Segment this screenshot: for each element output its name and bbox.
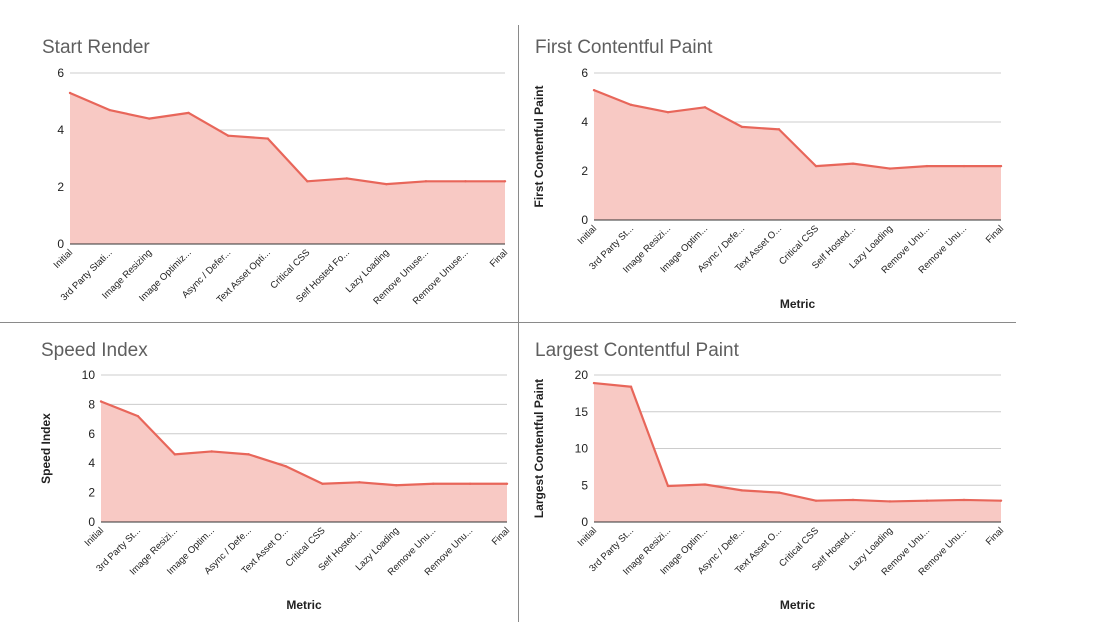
data-point	[592, 381, 596, 385]
data-point	[592, 88, 596, 92]
series-line	[100, 400, 507, 487]
data-point	[424, 180, 428, 183]
data-point	[851, 162, 855, 165]
y-tick-label: 0	[581, 213, 588, 227]
data-point	[999, 499, 1003, 502]
data-point	[814, 164, 818, 168]
series-line	[593, 381, 1002, 503]
data-point	[888, 167, 892, 170]
vertical-divider	[518, 25, 519, 622]
y-tick-label: 4	[57, 123, 64, 137]
x-tick-label: Initial	[576, 223, 599, 246]
y-tick-label: 10	[575, 442, 589, 456]
x-tick-label: Initial	[52, 247, 75, 270]
horizontal-divider	[0, 322, 1016, 323]
data-point	[210, 450, 213, 453]
data-point	[385, 182, 388, 186]
y-tick-label: 2	[581, 164, 588, 178]
y-tick-label: 0	[88, 515, 95, 529]
x-tick-label: Final	[490, 525, 512, 547]
y-tick-label: 5	[581, 478, 588, 492]
data-point	[999, 164, 1003, 168]
data-point	[666, 484, 670, 488]
y-tick-label: 6	[581, 66, 588, 80]
series-line	[593, 89, 1001, 170]
chart-title: First Contentful Paint	[535, 37, 713, 58]
series-area	[101, 401, 507, 522]
data-point	[851, 498, 855, 502]
data-point	[431, 482, 435, 485]
data-point	[108, 108, 111, 112]
data-point	[814, 499, 818, 502]
data-point	[703, 106, 707, 109]
data-point	[187, 111, 190, 115]
x-axis-label: Metric	[780, 598, 816, 612]
data-point	[503, 180, 507, 183]
series-area	[70, 92, 505, 244]
chart-largest-contentful-paint: Largest Contentful Paint05101520Initial3…	[532, 340, 1006, 612]
data-point	[468, 482, 472, 485]
y-axis-label: First Contentful Paint	[532, 86, 546, 208]
data-point	[266, 137, 269, 140]
data-point	[321, 482, 324, 485]
series-area	[594, 90, 1001, 221]
y-tick-label: 0	[581, 515, 588, 529]
data-point	[777, 491, 781, 494]
data-point	[703, 483, 707, 486]
data-point	[173, 453, 177, 456]
data-point	[666, 111, 670, 114]
y-tick-label: 0	[57, 237, 64, 251]
series-line	[69, 91, 505, 186]
data-point	[306, 180, 309, 183]
data-point	[136, 414, 140, 418]
y-tick-label: 4	[88, 456, 95, 470]
chart-title: Start Render	[42, 37, 150, 58]
y-tick-label: 2	[57, 180, 64, 194]
data-point	[629, 103, 633, 107]
y-axis-label: Speed Index	[39, 413, 53, 484]
x-tick-label: Final	[488, 247, 510, 269]
data-point	[147, 117, 151, 120]
data-point	[99, 400, 103, 403]
data-point	[925, 499, 929, 502]
y-tick-label: 4	[581, 115, 588, 129]
data-point	[962, 498, 966, 502]
data-point	[395, 484, 398, 487]
data-point	[68, 91, 72, 95]
y-axis-label: Largest Contentful Paint	[532, 379, 546, 518]
data-point	[284, 464, 287, 468]
chart-title: Speed Index	[41, 340, 148, 361]
x-tick-label: Initial	[576, 525, 599, 548]
y-tick-label: 8	[88, 397, 95, 411]
y-tick-label: 2	[88, 486, 95, 500]
data-point	[629, 385, 633, 388]
data-point	[962, 164, 966, 168]
series-area	[594, 383, 1001, 522]
y-tick-label: 6	[57, 66, 64, 80]
x-axis-label: Metric	[286, 598, 322, 612]
y-tick-label: 20	[575, 368, 589, 382]
data-point	[925, 164, 929, 168]
data-point	[740, 489, 744, 492]
data-point	[358, 481, 361, 484]
data-point	[888, 500, 892, 503]
x-tick-label: Initial	[83, 525, 106, 548]
data-point	[505, 482, 509, 485]
y-tick-label: 15	[575, 405, 589, 419]
data-point	[464, 180, 467, 183]
y-tick-label: 10	[82, 368, 96, 382]
data-point	[345, 177, 349, 180]
y-tick-label: 6	[88, 427, 95, 441]
x-tick-label: Final	[984, 223, 1006, 245]
data-point	[740, 125, 744, 129]
chart-title: Largest Contentful Paint	[535, 340, 740, 361]
x-axis-label: Metric	[780, 297, 816, 311]
data-point	[777, 128, 781, 131]
data-point	[247, 453, 250, 456]
x-tick-label: Final	[984, 525, 1006, 547]
data-point	[226, 134, 230, 137]
